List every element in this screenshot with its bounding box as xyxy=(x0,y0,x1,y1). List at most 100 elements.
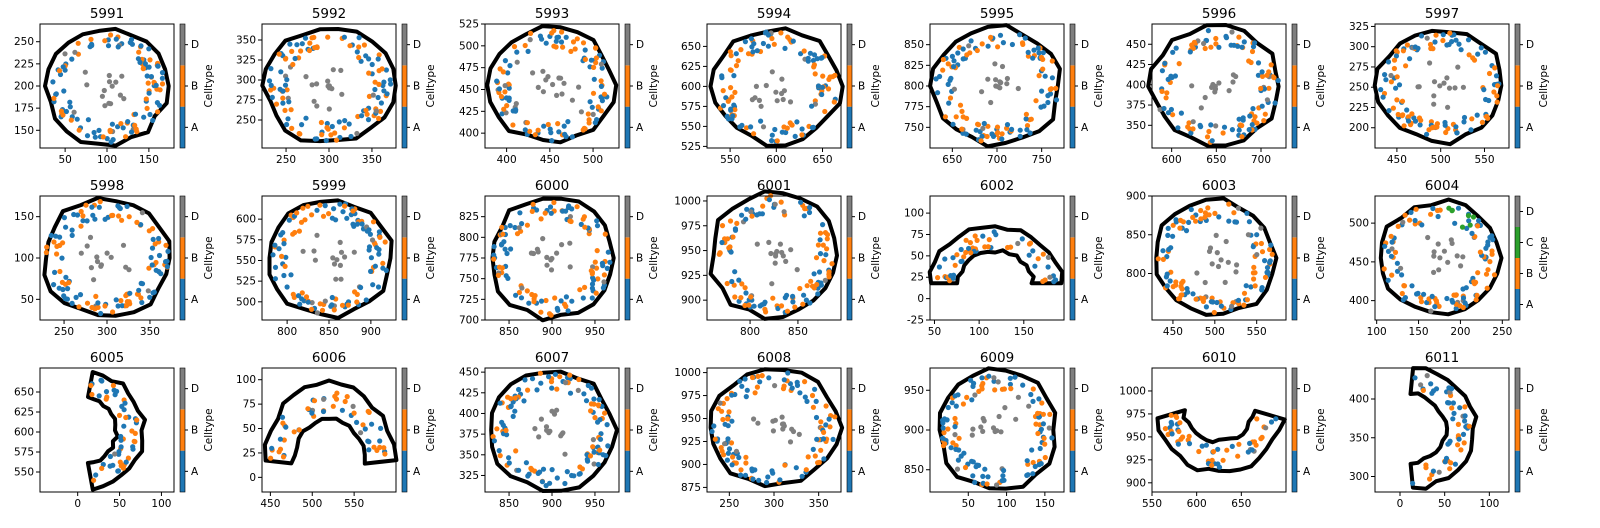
cell-point xyxy=(1407,217,1413,223)
cell-point xyxy=(513,107,519,113)
cell-point xyxy=(821,258,827,264)
cell-point xyxy=(554,475,560,481)
cell-point xyxy=(122,400,128,406)
cell-point xyxy=(1258,225,1264,231)
cell-point xyxy=(344,215,350,221)
cell-point xyxy=(518,295,525,301)
colorbar-frame xyxy=(401,367,408,493)
cell-point xyxy=(302,35,309,41)
cell-point xyxy=(529,208,535,214)
colorbar-frame xyxy=(846,195,853,321)
cell-point xyxy=(964,115,970,121)
cell-point xyxy=(798,51,804,57)
cell-point xyxy=(1190,45,1196,52)
cell-point xyxy=(1489,233,1495,239)
cell-point xyxy=(125,119,131,125)
cell-point xyxy=(948,75,954,81)
cell-point xyxy=(1459,224,1466,230)
cell-point xyxy=(538,416,545,422)
cell-point xyxy=(309,82,315,88)
x-tick-label: 650 xyxy=(1231,498,1251,510)
cell-point xyxy=(119,217,125,223)
cell-point xyxy=(554,305,560,311)
cell-point xyxy=(1427,476,1433,482)
colorbar-segment-A xyxy=(1515,289,1520,320)
y-tick-label: 350 xyxy=(1126,120,1146,132)
cell-point xyxy=(574,204,580,210)
cell-point xyxy=(587,99,593,105)
cell-point xyxy=(732,107,738,113)
colorbar-frame xyxy=(624,367,631,493)
cell-point xyxy=(84,243,90,249)
cell-point xyxy=(121,423,127,429)
cell-point xyxy=(1460,304,1466,311)
cell-point xyxy=(1205,205,1211,211)
cell-point xyxy=(147,294,153,300)
cell-point xyxy=(1417,122,1423,128)
y-tick-label: 950 xyxy=(681,413,701,425)
cell-point xyxy=(1254,416,1260,422)
cell-point xyxy=(1409,283,1415,289)
cell-point xyxy=(1409,111,1415,117)
colorbar-tick-label: D xyxy=(858,211,866,223)
cell-point xyxy=(270,252,276,258)
subplot-title: 6000 xyxy=(535,178,569,194)
cell-point xyxy=(354,49,360,55)
cell-point xyxy=(156,235,162,242)
cell-point xyxy=(532,426,538,432)
cell-point xyxy=(534,387,540,393)
y-tick-label: 350 xyxy=(1349,432,1369,444)
cell-point xyxy=(578,109,585,115)
cell-point xyxy=(990,133,997,139)
cell-point xyxy=(953,403,959,409)
cell-point xyxy=(1170,49,1176,55)
cell-point xyxy=(377,444,383,450)
cell-point xyxy=(738,472,744,478)
y-tick-label: 400 xyxy=(459,408,479,420)
cell-point xyxy=(997,32,1004,38)
cell-point xyxy=(1004,81,1010,87)
cell-point xyxy=(595,104,601,110)
cell-point xyxy=(531,299,537,305)
cell-point xyxy=(329,302,335,308)
cell-point xyxy=(738,47,744,53)
cell-point xyxy=(728,107,734,113)
cell-point xyxy=(528,465,534,471)
x-tick-label: 900 xyxy=(542,326,562,338)
cell-point xyxy=(757,211,763,217)
colorbar-tick-label: B xyxy=(1526,268,1533,280)
cell-point xyxy=(762,306,768,312)
cell-point xyxy=(822,230,829,236)
cell-point xyxy=(1471,57,1478,63)
cell-point xyxy=(1186,433,1192,439)
colorbar-segment-A xyxy=(402,450,407,492)
cell-point xyxy=(530,201,536,207)
cell-point xyxy=(1405,114,1411,120)
x-tick-label: 100 xyxy=(969,326,989,338)
cell-point xyxy=(967,50,973,56)
cell-point xyxy=(1430,468,1436,474)
cell-point xyxy=(562,451,568,457)
cell-point xyxy=(995,379,1001,385)
cell-point xyxy=(607,259,613,265)
cell-point xyxy=(1495,83,1501,89)
colorbar-segment-A xyxy=(625,106,630,148)
cell-point xyxy=(813,414,820,421)
cell-point xyxy=(352,289,358,295)
cell-point xyxy=(100,461,106,468)
cell-point xyxy=(719,239,725,246)
cell-point xyxy=(829,261,835,267)
cell-point xyxy=(709,428,715,435)
y-tick-label: 525 xyxy=(681,141,701,153)
colorbar-segment-A xyxy=(180,278,185,320)
cell-point xyxy=(88,265,94,271)
cell-point xyxy=(505,70,511,76)
cell-point xyxy=(1252,270,1258,276)
cell-point xyxy=(748,124,754,130)
cell-point xyxy=(53,91,59,97)
cell-point xyxy=(112,451,118,457)
cell-point xyxy=(585,111,591,117)
y-tick-label: 50 xyxy=(21,294,34,306)
cell-point xyxy=(1234,262,1240,268)
